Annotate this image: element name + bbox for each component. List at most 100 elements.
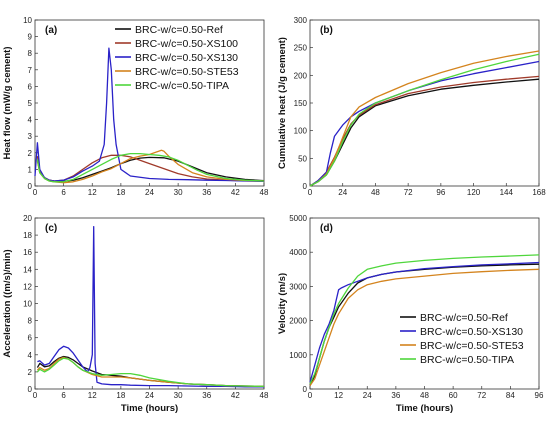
y-tick-label: 12 bbox=[23, 282, 32, 291]
y-tick-label: 100 bbox=[294, 127, 308, 136]
series-line-3 bbox=[309, 268, 540, 386]
y-axis-label: Cumulative heat (J/g cement) bbox=[277, 37, 288, 169]
legend-entry: BRC-w/c=0.50-Ref bbox=[420, 312, 508, 324]
y-tick-label: 2000 bbox=[289, 317, 307, 326]
series-line-1 bbox=[309, 263, 540, 386]
x-tick-label: 30 bbox=[174, 188, 183, 197]
y-axis-label: Heat flow (mW/g cement) bbox=[2, 47, 13, 160]
x-tick-label: 0 bbox=[33, 188, 38, 197]
x-tick-label: 168 bbox=[532, 188, 546, 197]
x-tick-label: 6 bbox=[61, 391, 66, 400]
y-tick-label: 6 bbox=[28, 334, 33, 343]
x-tick-label: 36 bbox=[391, 391, 400, 400]
y-tick-label: 1000 bbox=[289, 351, 307, 360]
x-tick-label: 18 bbox=[116, 391, 125, 400]
y-tick-label: 250 bbox=[294, 44, 308, 53]
series-line-4 bbox=[309, 254, 540, 385]
x-tick-label: 24 bbox=[145, 391, 154, 400]
x-tick-label: 144 bbox=[500, 188, 514, 197]
legend-entry: BRC-w/c=0.50-STE53 bbox=[135, 66, 239, 78]
x-tick-label: 84 bbox=[506, 391, 515, 400]
y-tick-label: 4 bbox=[28, 351, 33, 360]
series-line-4 bbox=[36, 357, 265, 388]
y-tick-label: 50 bbox=[298, 154, 307, 163]
x-tick-label: 48 bbox=[260, 391, 269, 400]
plot-frame bbox=[34, 217, 265, 390]
legend-entry: BRC-w/c=0.50-Ref bbox=[135, 24, 223, 36]
y-tick-label: 14 bbox=[23, 265, 32, 274]
x-tick-label: 36 bbox=[202, 391, 211, 400]
y-tick-label: 20 bbox=[23, 214, 32, 223]
x-tick-label: 72 bbox=[404, 188, 413, 197]
y-tick-label: 4 bbox=[28, 116, 33, 125]
x-tick-label: 48 bbox=[260, 188, 269, 197]
x-tick-label: 0 bbox=[33, 391, 38, 400]
x-tick-label: 24 bbox=[338, 188, 347, 197]
y-tick-label: 8 bbox=[28, 49, 33, 58]
legend: BRC-w/c=0.50-Ref BRC-w/c=0.50-XS100 BRC-w/… bbox=[115, 24, 239, 92]
x-tick-label: 12 bbox=[334, 391, 343, 400]
x-tick-label: 48 bbox=[371, 188, 380, 197]
plot-frame bbox=[309, 19, 540, 187]
y-tick-label: 2 bbox=[28, 149, 33, 158]
x-tick-label: 120 bbox=[467, 188, 481, 197]
chart-panel-4: 0 12 24 36 48 60 72 84 96 0 1000 2000 3000 4000 5000 (d… bbox=[277, 214, 544, 414]
y-tick-label: 16 bbox=[23, 248, 32, 257]
x-axis-label: Time (hours) bbox=[121, 403, 178, 414]
chart-panel-3: 0 6 12 18 24 30 36 42 4802468101214161820(c)Acce… bbox=[2, 214, 269, 414]
series-line-2 bbox=[37, 225, 264, 388]
y-tick-label: 1 bbox=[28, 165, 33, 174]
y-tick-label: 10 bbox=[23, 16, 32, 25]
x-tick-label: 96 bbox=[436, 188, 445, 197]
legend: BRC-w/c=0.50-Ref BRC-w/c=0.50-XS130 BRC-w/… bbox=[400, 312, 524, 366]
legend-entry: BRC-w/c=0.50-XS100 bbox=[135, 38, 238, 50]
x-tick-label: 60 bbox=[449, 391, 458, 400]
series-line-3 bbox=[34, 47, 265, 183]
panel-label: (d) bbox=[320, 223, 333, 234]
x-tick-label: 36 bbox=[202, 188, 211, 197]
legend-entry: BRC-w/c=0.50-XS130 bbox=[135, 52, 238, 64]
y-tick-label: 18 bbox=[23, 231, 32, 240]
chart-panel-2: 0 24 48 72 96 120 144 168 0 50 100 150 200 250 300 (b) C… bbox=[277, 16, 546, 197]
series-line-5 bbox=[36, 152, 265, 183]
series-line-2 bbox=[309, 261, 540, 383]
y-tick-label: 150 bbox=[294, 99, 308, 108]
series-line-5 bbox=[309, 53, 540, 187]
x-tick-label: 96 bbox=[535, 391, 544, 400]
y-tick-label: 0 bbox=[28, 385, 33, 394]
y-tick-label: 3000 bbox=[289, 282, 307, 291]
panel-label: (c) bbox=[45, 223, 57, 234]
legend-entry: BRC-w/c=0.50-STE53 bbox=[420, 340, 524, 352]
y-tick-label: 0 bbox=[303, 385, 308, 394]
legend-entry: BRC-w/c=0.50-XS130 bbox=[420, 326, 523, 338]
legend-entry: BRC-w/c=0.50-TIPA bbox=[420, 354, 514, 366]
y-tick-label: 5000 bbox=[289, 214, 307, 223]
y-axis-label: Acceleration ((m/s)/min) bbox=[2, 249, 13, 357]
x-tick-label: 6 bbox=[61, 188, 66, 197]
y-tick-label: 6 bbox=[28, 82, 33, 91]
y-tick-label: 8 bbox=[28, 317, 33, 326]
y-tick-label: 200 bbox=[294, 71, 308, 80]
x-tick-label: 12 bbox=[88, 391, 97, 400]
x-tick-label: 24 bbox=[145, 188, 154, 197]
y-tick-label: 3 bbox=[28, 132, 33, 141]
panel-label: (b) bbox=[320, 25, 333, 36]
x-axis-label: Time (hours) bbox=[396, 403, 453, 414]
y-tick-label: 2 bbox=[28, 368, 33, 377]
x-tick-label: 12 bbox=[88, 188, 97, 197]
x-tick-label: 18 bbox=[116, 188, 125, 197]
legend-entry: BRC-w/c=0.50-TIPA bbox=[135, 80, 229, 92]
y-axis-label: Velocity (m/s) bbox=[277, 273, 288, 334]
y-tick-label: 7 bbox=[28, 66, 33, 75]
y-tick-label: 5 bbox=[28, 99, 33, 108]
x-tick-label: 0 bbox=[308, 188, 313, 197]
y-tick-label: 300 bbox=[294, 16, 308, 25]
panel-label: (a) bbox=[45, 25, 57, 36]
x-tick-label: 42 bbox=[231, 391, 240, 400]
x-tick-label: 48 bbox=[420, 391, 429, 400]
y-tick-label: 10 bbox=[23, 300, 32, 309]
x-tick-label: 42 bbox=[231, 188, 240, 197]
y-tick-label: 4000 bbox=[289, 248, 307, 257]
